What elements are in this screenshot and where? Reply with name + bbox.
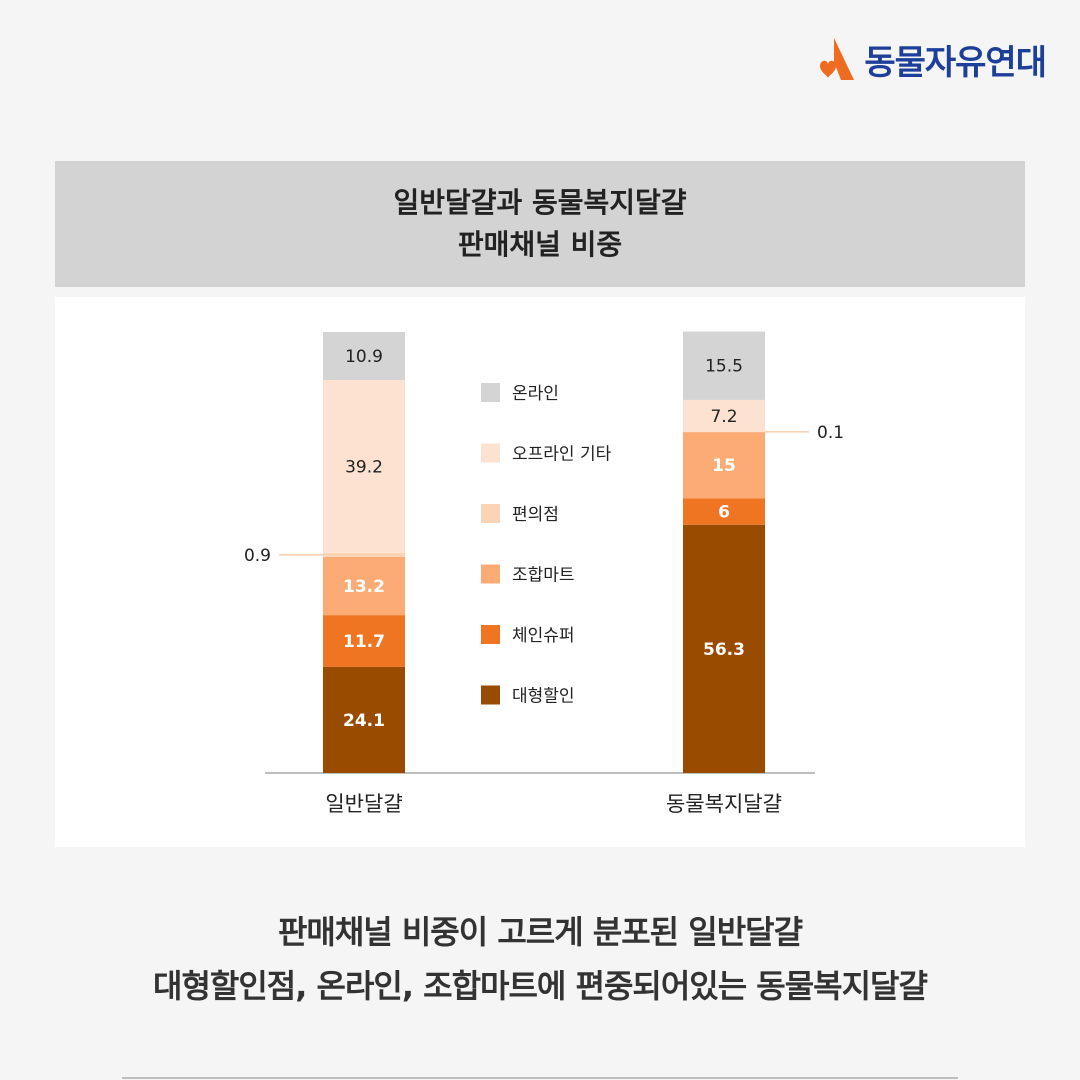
bar-segment-0-편의점 xyxy=(323,552,405,557)
legend-label: 오프라인 기타 xyxy=(512,445,612,465)
legend-swatch xyxy=(481,383,500,402)
legend-swatch xyxy=(481,625,500,644)
bar-segment-1-체인슈퍼 xyxy=(683,498,765,525)
caption-line-2: 대형할인점, 온라인, 조합마트에 편중되어있는 동물복지달걀 xyxy=(153,967,928,1005)
legend-label: 조합마트 xyxy=(512,566,575,586)
chart-title-box: 일반달걀과 동물복지달걀 판매채널 비중 xyxy=(55,161,1025,287)
data-label: 6 xyxy=(718,502,730,522)
bar-segment-0-오프라인 기타 xyxy=(323,380,405,553)
data-label: 0.1 xyxy=(817,423,844,443)
data-label: 39.2 xyxy=(345,458,383,478)
legend-swatch xyxy=(481,685,500,705)
data-label: 10.9 xyxy=(345,347,383,367)
legend-label: 체인슈퍼 xyxy=(512,626,575,646)
data-label: 15 xyxy=(712,456,736,476)
chart-panel: 24.1 11.7 13.2 0.9 39.2 10.9 일반달걀 56.3 6 15 0.1 7.2… xyxy=(55,297,1025,847)
brand-logo: 동물자유연대 xyxy=(810,34,1047,84)
chart-title-line-1: 일반달걀과 동물복지달걀 xyxy=(393,186,687,219)
bar-segment-1-온라인 xyxy=(683,331,765,400)
data-label: 13.2 xyxy=(343,577,385,597)
brand-mark-icon xyxy=(820,38,855,80)
stacked-bar-chart: 24.1 11.7 13.2 0.9 39.2 10.9 일반달걀 56.3 6 15 0.1 7.2… xyxy=(244,331,844,816)
data-label: 11.7 xyxy=(343,632,385,652)
bar-segment-1-조합마트 xyxy=(683,432,765,499)
category-tick-label: 동물복지달걀 xyxy=(666,792,782,816)
data-label: 7.2 xyxy=(710,407,737,427)
bar-segment-0-온라인 xyxy=(323,332,405,381)
bar-segment-1-대형할인 xyxy=(683,524,765,773)
bar-segment-1-오프라인 기타 xyxy=(683,399,765,432)
bar-segment-0-조합마트 xyxy=(323,556,405,616)
legend-swatch xyxy=(481,564,500,584)
caption: 판매채널 비중이 고르게 분포된 일반달걀 대형할인점, 온라인, 조합마트에 … xyxy=(0,905,1080,1013)
legend-label: 편의점 xyxy=(512,505,559,525)
bar-segment-0-체인슈퍼 xyxy=(323,615,405,667)
category-tick-label: 일반달걀 xyxy=(325,792,402,816)
data-label: 15.5 xyxy=(705,357,743,377)
caption-line-1: 판매채널 비중이 고르게 분포된 일반달걀 xyxy=(277,913,803,951)
legend-label: 온라인 xyxy=(512,384,559,404)
data-label: 24.1 xyxy=(343,711,385,731)
chart-title-line-2: 판매채널 비중 xyxy=(457,228,623,261)
data-label: 0.9 xyxy=(244,546,271,566)
legend-label: 대형할인 xyxy=(512,687,575,707)
brand-name: 동물자유연대 xyxy=(864,42,1047,83)
legend-swatch xyxy=(481,504,500,523)
data-label: 56.3 xyxy=(703,640,745,660)
legend-swatch xyxy=(481,443,500,463)
bar-segment-0-대형할인 xyxy=(323,666,405,773)
bottom-divider xyxy=(122,1077,958,1079)
